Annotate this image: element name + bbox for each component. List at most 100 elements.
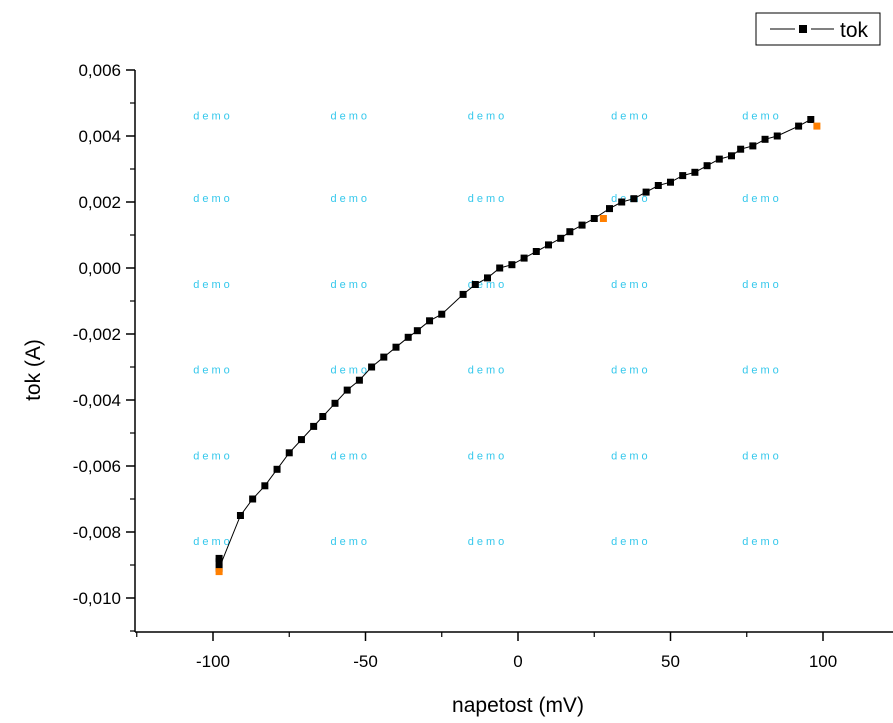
watermark-text: demo [742,536,782,548]
watermark-text: demo [193,111,233,123]
watermark-text: demo [330,536,370,548]
data-point [761,135,769,143]
data-point [618,198,626,206]
data-point [667,178,674,186]
data-point [737,145,745,153]
data-point [215,558,223,566]
legend-marker [799,25,807,33]
highlight-points [215,122,821,576]
watermark-text: demo [742,450,782,462]
watermark-text: demo [742,193,782,205]
data-point [807,116,815,123]
data-point [438,310,446,318]
watermark-text: demo [330,193,370,205]
data-point [285,449,293,457]
series-line-tok [218,119,812,569]
data-point [606,205,613,213]
watermark-text: demo [611,279,651,291]
y-axis-title: tok (A) [22,339,45,401]
data-point [715,155,723,163]
highlight-point [599,215,607,222]
data-point [331,399,339,407]
x-tick-label: 100 [809,652,837,671]
data-point [236,512,244,519]
watermark-text: demo [193,536,233,548]
data-point [691,168,699,176]
legend-label: tok [840,19,869,42]
data-point [426,317,434,325]
data-point [545,241,552,249]
y-tick-label: 0,002 [78,193,121,212]
x-tick-label: -100 [196,652,230,671]
watermark-text: demo [742,365,782,377]
watermark-text: demo [611,365,651,377]
data-point [249,495,257,503]
watermark-text: demo [468,536,508,548]
data-point [630,195,638,203]
y-tick-label: -0,008 [73,523,121,542]
data-point [368,363,376,371]
data-point [532,248,540,255]
legend: tok [755,12,881,46]
y-tick-label: -0,002 [73,325,121,344]
data-point [679,172,687,180]
watermark-text: demo [330,365,370,377]
data-point [380,353,388,361]
data-point [404,333,412,341]
data-point [261,482,269,490]
y-tick-label: 0,004 [78,127,121,146]
data-point [642,188,650,196]
watermark-text: demo [742,111,782,123]
watermark-text: demo [742,279,782,291]
data-point [566,228,574,236]
y-tick-label: -0,004 [73,391,121,410]
data-point [319,413,327,420]
highlight-point [813,122,821,130]
x-axis-title: napetost (mV) [452,694,584,717]
data-point [795,122,803,130]
watermark-text: demo [468,365,508,377]
watermark-text: demo [193,365,233,377]
data-point [392,343,400,351]
watermark-text: demo [330,111,370,123]
x-tick-label: 50 [661,652,680,671]
y-tick-label: -0,010 [73,589,121,608]
data-point [590,215,598,222]
y-ticks: -0,010 -0,008 -0,006 -0,004 -0,002 0,000 0,002… [73,61,135,632]
watermark-text: demo [193,193,233,205]
data-point [484,274,491,282]
series-layer [215,116,815,572]
highlight-point [215,568,223,576]
data-point [273,465,281,473]
watermark-text: demo [611,536,651,548]
watermark-text: demo [611,111,651,123]
x-tick-label: -50 [353,652,378,671]
data-point [471,281,479,288]
watermark-text: demo [468,193,508,205]
data-point [508,261,516,269]
data-point [654,182,662,189]
data-point [459,290,467,298]
watermark-text: demo [193,279,233,291]
data-point [297,436,305,444]
data-point [310,422,318,430]
watermark-text: demo [330,450,370,462]
data-point [773,132,781,140]
data-point [413,327,421,335]
data-point [557,234,565,242]
data-point [343,386,351,394]
axes [134,70,893,633]
watermark-text: demo [611,450,651,462]
data-point [520,254,528,262]
watermark-text: demo [468,450,508,462]
data-point [749,142,757,150]
watermark-text: demo [330,279,370,291]
data-point [355,376,363,384]
data-point [578,221,586,229]
y-tick-label: -0,006 [73,457,121,476]
x-tick-label: 0 [513,652,522,671]
y-tick-label: 0,000 [78,259,121,278]
y-tick-label: 0,006 [78,61,121,80]
data-point [496,264,504,272]
